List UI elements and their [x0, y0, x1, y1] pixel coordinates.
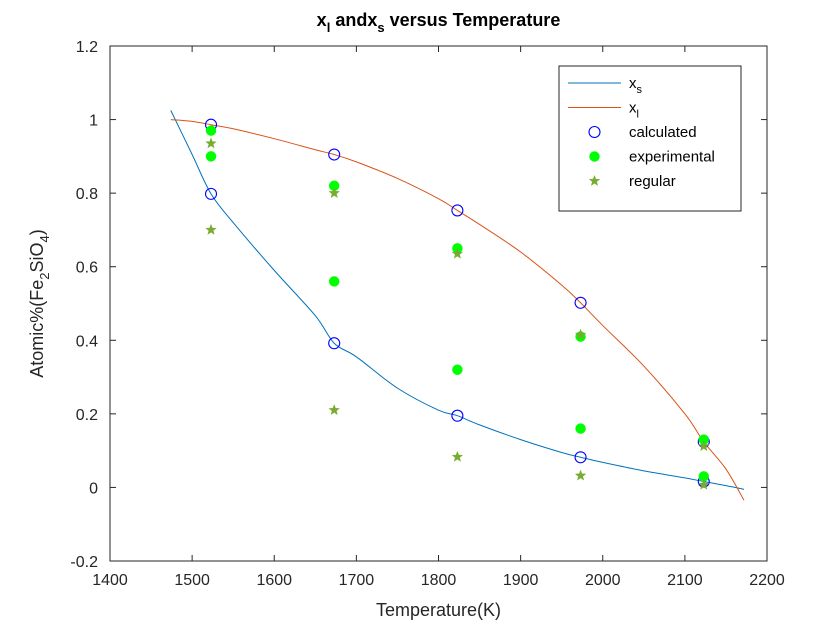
regular-point: [574, 469, 587, 481]
title-part-1: x: [317, 10, 327, 30]
x-axis-label: Temperature(K): [376, 600, 501, 620]
regular-point: [328, 187, 340, 199]
calculated-point: [328, 148, 341, 161]
y-axis-label: Atomic%(Fe2SiO4): [27, 229, 52, 378]
legend-marker-sample: [589, 151, 600, 162]
title-sub-1: l: [327, 20, 331, 35]
calculated-point: [451, 409, 464, 422]
legend-entry-main: experimental: [629, 149, 715, 166]
experimental-point: [452, 364, 463, 375]
legend-marker-sample: [588, 174, 601, 186]
y-tick-label: 0.2: [76, 407, 98, 424]
regular-point: [451, 450, 464, 462]
y-label-part-3: ): [27, 229, 47, 235]
regular-point: [205, 137, 217, 149]
series-regular: [205, 137, 710, 490]
y-tick-label: 1: [89, 113, 98, 130]
y-tick-label: 1.2: [76, 39, 98, 56]
legend-entry-sub: l: [637, 109, 639, 121]
series-line-xs: [170, 110, 745, 490]
calculated-point: [574, 451, 587, 464]
y-tick-label: 0.8: [76, 186, 98, 203]
legend-box: [558, 65, 742, 212]
x-tick-label: 1400: [92, 572, 128, 589]
legend-entry-label: experimental: [629, 149, 715, 166]
regular-point: [697, 440, 710, 452]
y-tick-label: -0.2: [70, 554, 98, 571]
y-label-sub-2: 4: [37, 235, 52, 242]
legend-entry-label: calculated: [629, 124, 697, 141]
x-tick-label: 1500: [174, 572, 210, 589]
title-sub-2: s: [377, 20, 384, 35]
x-tick-label: 2000: [585, 572, 621, 589]
title-part-3: x: [367, 10, 377, 30]
regular-point: [451, 247, 464, 259]
legend-entry-label: xs: [629, 75, 643, 96]
regular-point: [574, 328, 587, 340]
regular-point: [328, 404, 340, 416]
y-label-sub-1: 2: [37, 273, 52, 280]
regular-point: [697, 478, 710, 490]
y-label-part-2: SiO: [27, 242, 47, 272]
legend-entry-main: calculated: [629, 124, 697, 141]
x-tick-label: 1900: [503, 572, 539, 589]
title-part-4: versus Temperature: [385, 10, 561, 30]
axes-frame: [109, 45, 768, 562]
calculated-point: [204, 187, 218, 200]
y-tick-label: 0.4: [76, 333, 98, 350]
calculated-point: [451, 204, 464, 217]
series-experimental: [205, 125, 710, 482]
x-tick-label: 1800: [421, 572, 457, 589]
experimental-point: [575, 423, 586, 434]
legend-entry-main: x: [629, 75, 637, 92]
calculated-point: [574, 296, 587, 309]
x-tick-label: 1600: [256, 572, 292, 589]
title-part-2: and: [330, 10, 367, 30]
y-tick-label: 0.6: [76, 260, 98, 277]
experimental-point: [205, 151, 217, 162]
chart-title: xl andxs versus Temperature: [317, 10, 561, 35]
y-label-part-1: Atomic%(Fe: [27, 280, 47, 378]
legend-marker-sample: [588, 125, 601, 139]
calculated-point: [328, 337, 341, 350]
legend-entry-main: x: [629, 100, 637, 117]
x-tick-label: 2200: [749, 572, 785, 589]
legend-entry-label: regular: [629, 173, 676, 190]
experimental-point: [328, 276, 340, 287]
legend-entry-sub: s: [637, 84, 643, 96]
x-tick-label: 1700: [339, 572, 375, 589]
series-line-xl: [170, 119, 745, 501]
legend-entry-main: regular: [629, 173, 676, 190]
legend-entry-label: xl: [629, 100, 639, 121]
x-tick-label: 2100: [667, 572, 703, 589]
regular-point: [205, 223, 217, 235]
y-tick-label: 0: [89, 480, 98, 497]
experimental-point: [205, 125, 217, 136]
